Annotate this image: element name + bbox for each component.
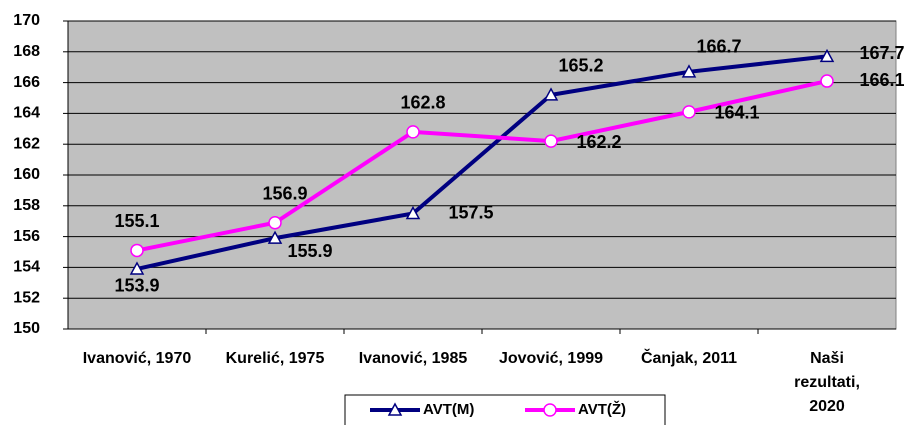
marker: [405, 205, 421, 220]
data-label: 155.9: [287, 241, 332, 261]
marker: [268, 215, 282, 230]
y-tick-label: 150: [13, 320, 40, 337]
series-line: [136, 54, 828, 271]
marker: [406, 125, 420, 139]
y-tick-label: 162: [13, 135, 40, 152]
marker: [267, 230, 283, 244]
y-tick-label: 170: [13, 12, 40, 29]
data-label: 165.2: [558, 56, 603, 76]
marker: [681, 64, 697, 78]
marker: [387, 402, 403, 416]
x-tick-label: Ivanović, 1985: [359, 350, 468, 367]
marker: [544, 134, 558, 148]
marker: [130, 243, 144, 258]
marker: [543, 403, 557, 417]
y-tick-label: 166: [13, 74, 40, 91]
data-label: 153.9: [114, 276, 159, 296]
data-label: 157.5: [448, 202, 493, 222]
y-tick-label: 156: [13, 228, 40, 245]
data-label: 162.2: [576, 132, 621, 152]
x-tick-label: Čanjak, 2011: [641, 348, 737, 367]
data-label: 166.7: [696, 37, 741, 57]
data-label: 166.1: [859, 70, 904, 90]
data-label: 167.7: [859, 43, 904, 63]
marker: [820, 74, 834, 88]
y-tick-label: 158: [13, 197, 40, 214]
x-tick-label: Jovović, 1999: [499, 350, 603, 367]
y-tick-label: 152: [13, 289, 40, 306]
series-line: [136, 79, 828, 253]
marker: [129, 261, 145, 275]
x-tick-label: Ivanović, 1970: [83, 350, 192, 367]
y-tick-label: 164: [13, 105, 40, 122]
x-tick-label: Kurelić, 1975: [226, 350, 325, 367]
marker: [682, 105, 696, 119]
y-tick-label: 168: [13, 43, 40, 60]
y-tick-label: 154: [13, 259, 40, 276]
legend-label: AVT(Ž): [578, 400, 626, 418]
data-label: 164.1: [714, 103, 759, 123]
data-label: 155.1: [114, 211, 159, 231]
legend-label: AVT(M): [423, 401, 474, 418]
y-tick-label: 160: [13, 166, 40, 183]
marker: [543, 87, 559, 101]
x-tick-label: Naši rezultati, 2020: [794, 350, 860, 415]
marker: [819, 48, 835, 63]
data-label: 156.9: [262, 183, 307, 203]
data-label: 162.8: [400, 93, 445, 113]
